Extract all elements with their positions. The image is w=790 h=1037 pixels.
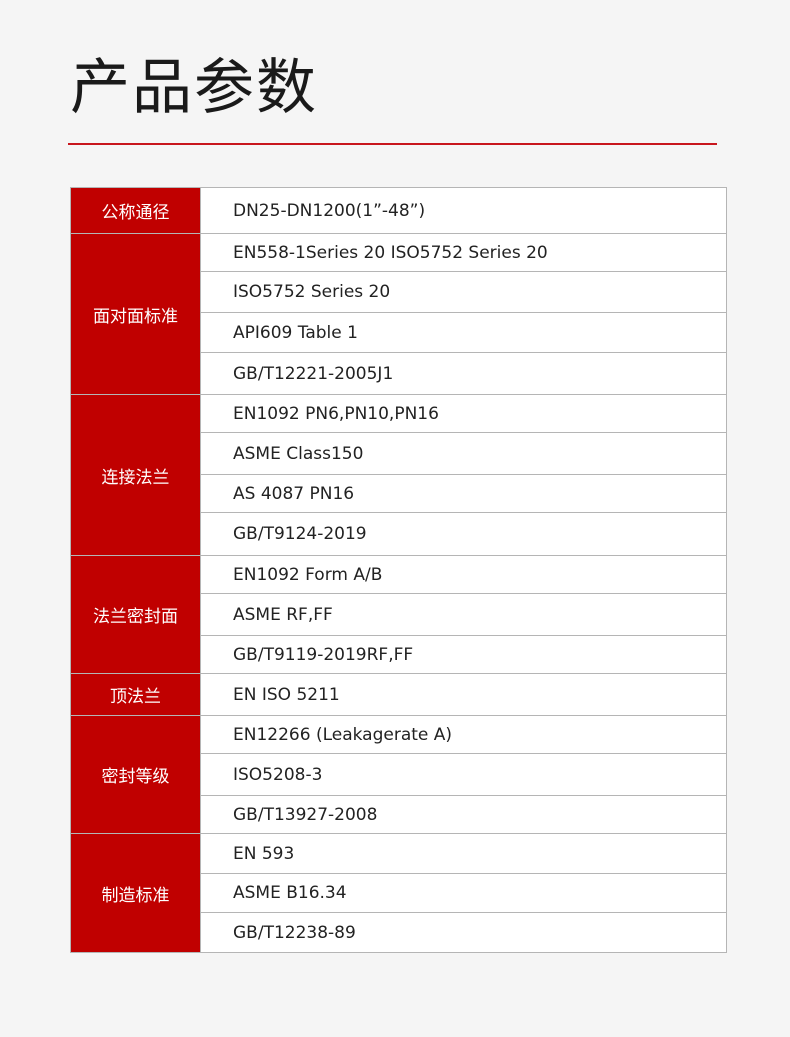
spec-value: GB/T9119-2019RF,FF: [200, 635, 727, 674]
table-row: 顶法兰 EN ISO 5211: [70, 673, 727, 716]
spec-value: DN25-DN1200(1”-48”): [200, 187, 727, 234]
spec-value: EN 593: [200, 833, 727, 874]
spec-table: 公称通径 DN25-DN1200(1”-48”) 面对面标准 EN558-1Serie…: [70, 187, 727, 953]
spec-label: 顶法兰: [70, 673, 201, 716]
spec-value: EN558-1Series 20 ISO5752 Series 20: [200, 233, 727, 272]
spec-value: GB/T13927-2008: [200, 795, 727, 834]
table-row: 制造标准 EN 593: [70, 833, 727, 953]
table-row: ASME RF,FF: [71, 593, 727, 636]
table-row: 连接法兰 EN1092 PN6,PN10,PN16: [70, 394, 727, 556]
table-row: 密封等级 EN12266 (Leakagerate A): [70, 715, 727, 834]
spec-value: ISO5752 Series 20: [200, 271, 727, 313]
spec-label: 连接法兰: [70, 394, 201, 556]
spec-value: EN1092 PN6,PN10,PN16: [200, 394, 727, 433]
table-row: 公称通径 DN25-DN1200(1”-48”): [70, 187, 727, 234]
spec-label: 公称通径: [70, 187, 201, 234]
spec-value: ASME RF,FF: [200, 593, 727, 636]
table-row: GB/T9124-2019: [71, 512, 727, 556]
table-row: API609 Table 1: [71, 312, 727, 353]
table-row: ASME Class150: [71, 432, 727, 475]
table-row: 法兰密封面 EN1092 Form A/B: [70, 555, 727, 674]
spec-label: 密封等级: [70, 715, 201, 834]
spec-value: API609 Table 1: [200, 312, 727, 353]
spec-label: 法兰密封面: [70, 555, 201, 674]
spec-value: GB/T12221-2005J1: [200, 352, 727, 395]
table-row: AS 4087 PN16: [71, 474, 727, 513]
spec-value: EN ISO 5211: [200, 673, 727, 716]
spec-value: ASME B16.34: [200, 873, 727, 913]
spec-value: ASME Class150: [200, 432, 727, 475]
spec-label: 制造标准: [70, 833, 201, 953]
table-row: ISO5752 Series 20: [71, 271, 727, 313]
table-row: GB/T9119-2019RF,FF: [71, 635, 727, 674]
table-row: ASME B16.34: [71, 873, 727, 913]
spec-value: GB/T9124-2019: [200, 512, 727, 556]
table-row: GB/T13927-2008: [71, 795, 727, 834]
spec-value: EN12266 (Leakagerate A): [200, 715, 727, 754]
spec-label: 面对面标准: [70, 233, 201, 395]
page-title: 产品参数: [70, 53, 318, 123]
table-row: 面对面标准 EN558-1Series 20 ISO5752 Series 20: [70, 233, 727, 395]
spec-value: EN1092 Form A/B: [200, 555, 727, 594]
spec-value: GB/T12238-89: [200, 912, 727, 953]
table-row: GB/T12238-89: [71, 912, 727, 953]
title-divider: [68, 143, 717, 145]
spec-value: ISO5208-3: [200, 753, 727, 796]
table-row: ISO5208-3: [71, 753, 727, 796]
spec-value: AS 4087 PN16: [200, 474, 727, 513]
